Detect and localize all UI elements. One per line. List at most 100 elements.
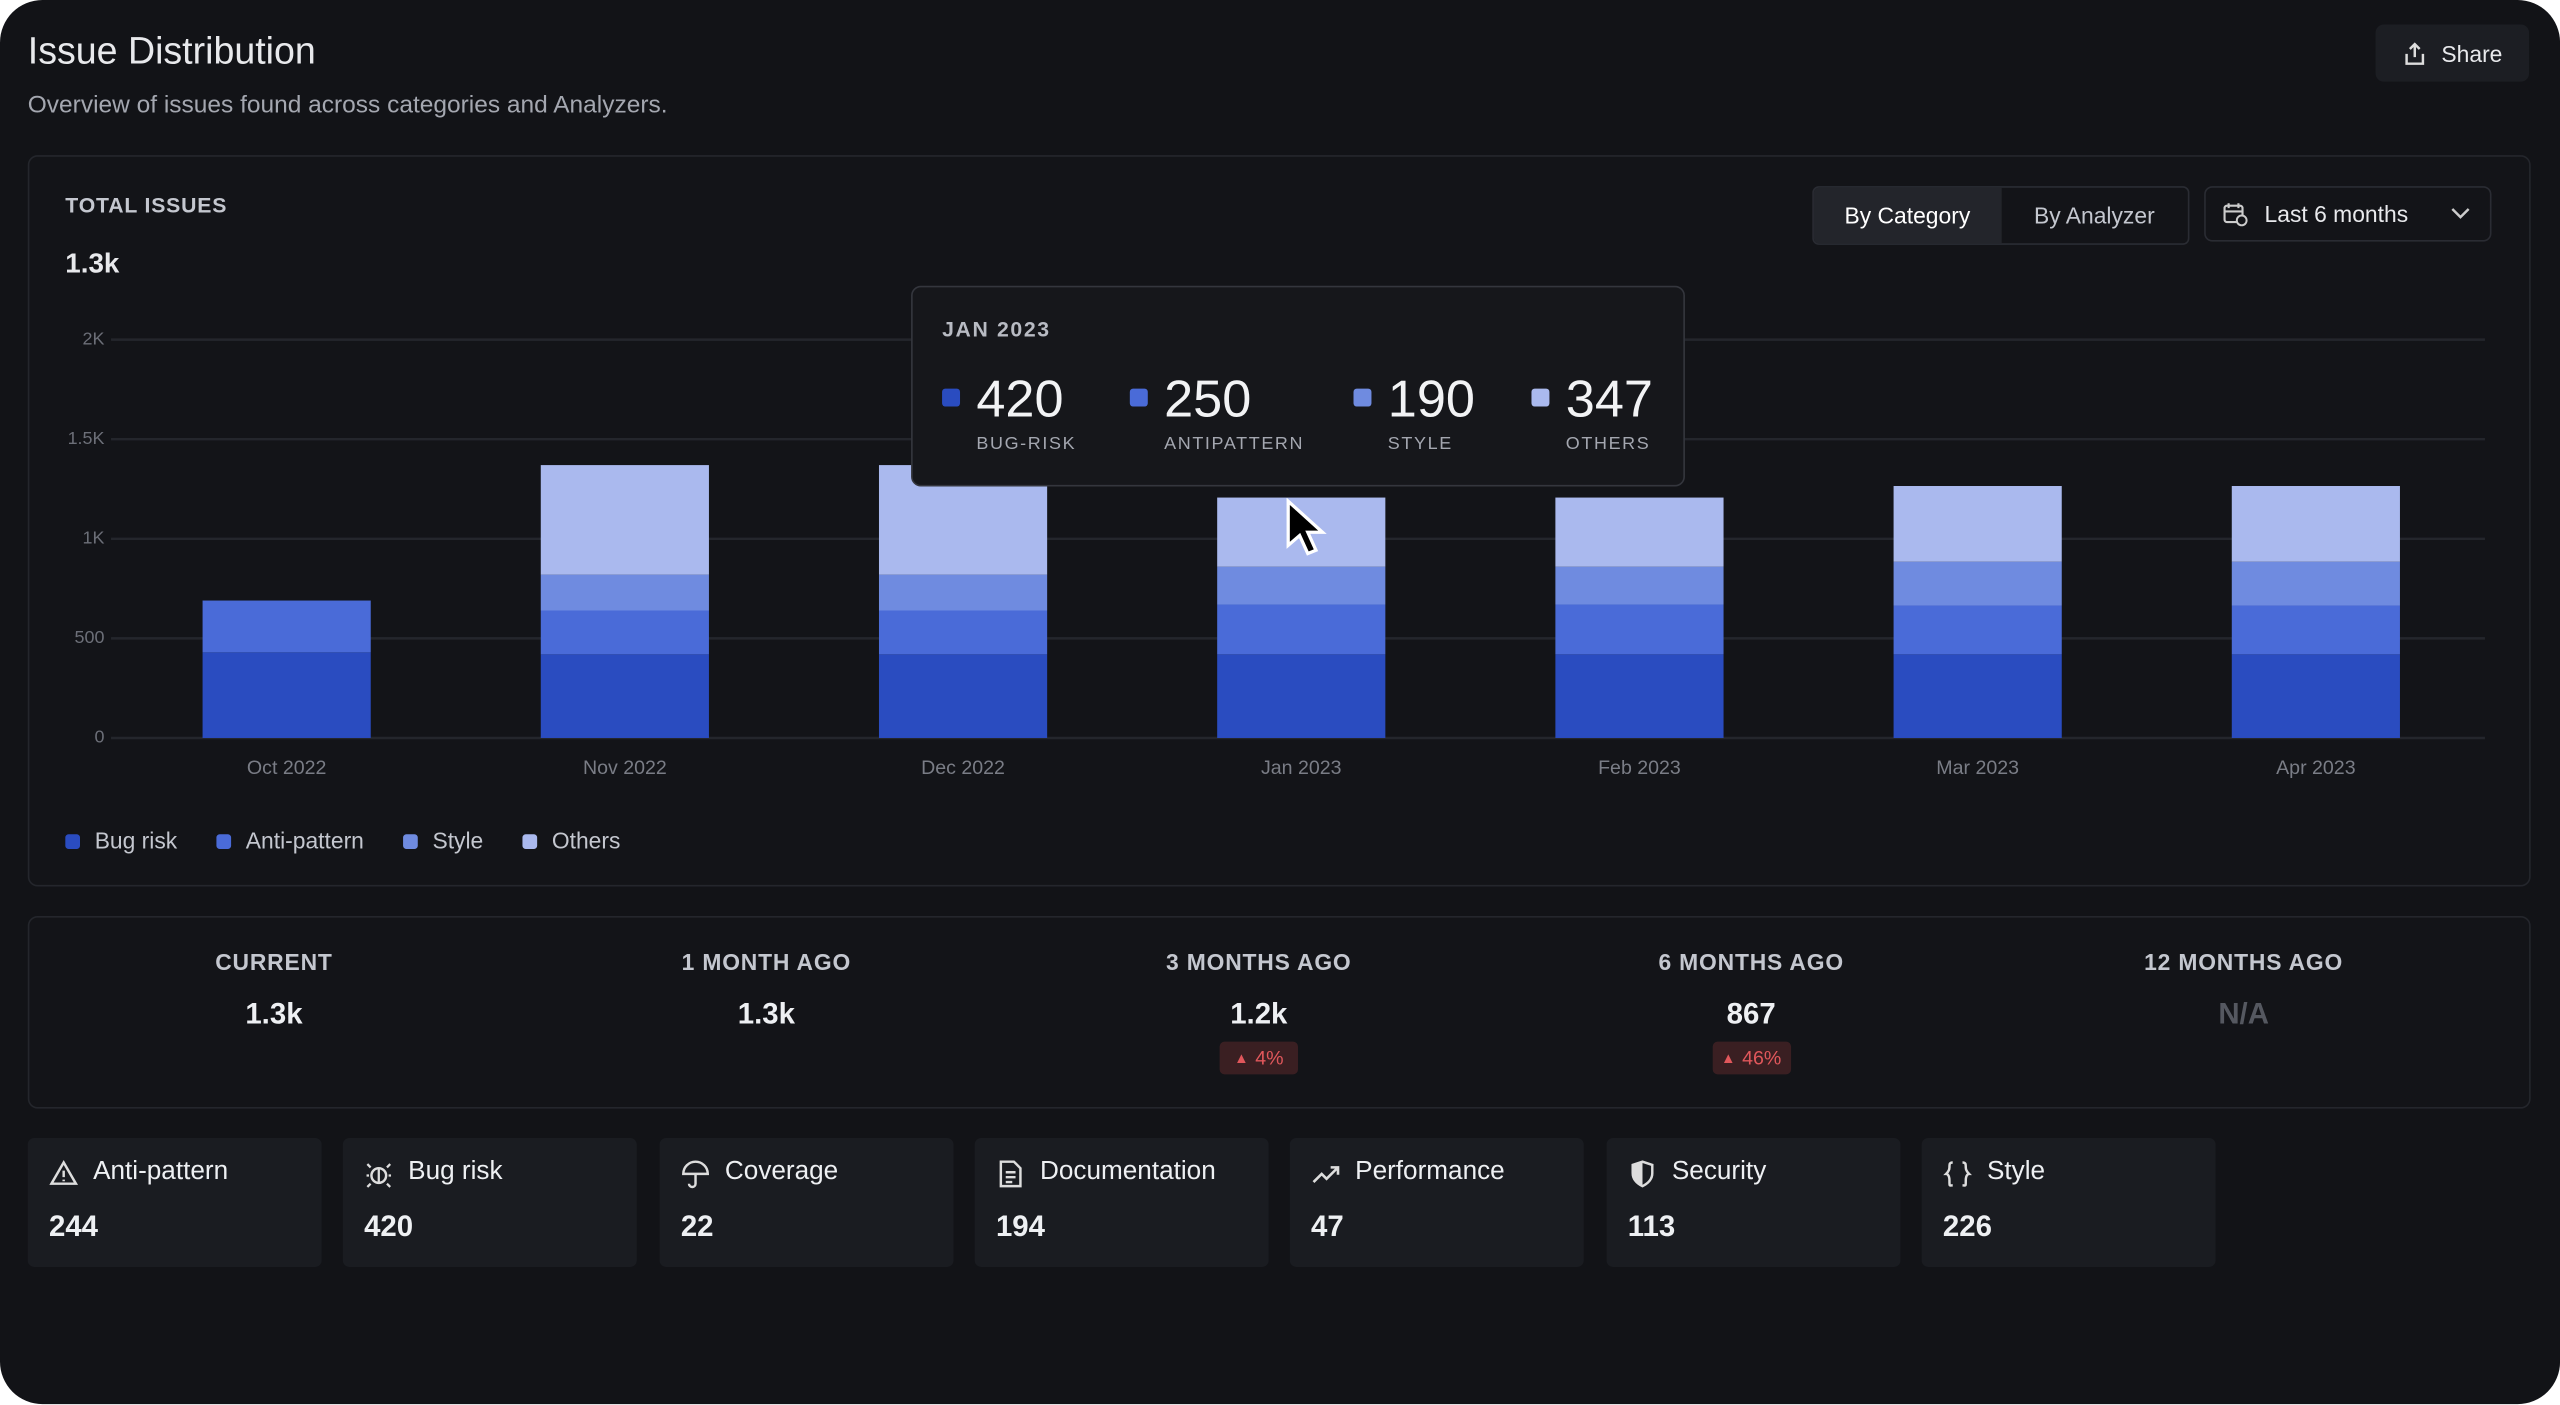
bar-segment [878, 654, 1048, 738]
category-card[interactable]: Performance 47 [1289, 1137, 1584, 1267]
bar-segment [2231, 486, 2400, 562]
bar-segment [1217, 566, 1386, 605]
history-change: ▲ 4% [1219, 1041, 1298, 1075]
total-label: TOTAL ISSUES [65, 192, 228, 218]
bar-segment [878, 610, 1048, 655]
x-tick-label: Feb 2023 [1598, 757, 1681, 779]
tooltip-value: 190 [1387, 368, 1475, 428]
range-label: Last 6 months [2264, 200, 2409, 227]
bar-segment [540, 465, 709, 575]
bar-segment [1555, 497, 1724, 567]
tooltip-swatch [1531, 388, 1550, 407]
bar-segment [1217, 604, 1386, 655]
x-tick-label: Oct 2022 [247, 757, 326, 779]
y-tick-label: 0 [95, 727, 105, 747]
change-text: 46% [1742, 1046, 1782, 1070]
tooltip-swatch [1353, 388, 1372, 407]
category-icon [1943, 1161, 1972, 1187]
cursor [1286, 497, 1327, 556]
view-toggle: By Category By Analyzer [1812, 186, 2190, 245]
category-count: 194 [995, 1209, 1046, 1243]
bar-segment [2231, 605, 2400, 655]
bar-segment [202, 652, 371, 738]
bar-segment [1893, 654, 2062, 738]
range-select[interactable]: Last 6 months [2204, 186, 2492, 242]
bar-segment [1893, 486, 2062, 562]
view-tab[interactable]: By Category [1813, 187, 2001, 244]
legend-swatch [216, 834, 232, 850]
category-card[interactable]: Coverage 22 [659, 1137, 954, 1267]
bar-segment [1893, 605, 2062, 655]
history-value: 1.3k [737, 997, 795, 1031]
category-name: Bug risk [408, 1157, 503, 1186]
up-arrow: ▲ [1721, 1049, 1736, 1067]
history-label: 3 MONTHS AGO [1166, 948, 1352, 975]
x-tick-label: Apr 2023 [2276, 757, 2356, 779]
bar-segment [202, 600, 371, 653]
tooltip: JAN 2023 420 BUG-RISK 250 ANTIPATTERN 190 STY… [911, 285, 1685, 487]
category-card[interactable]: Style 226 [1921, 1137, 2216, 1267]
tooltip-label: BUG-RISK [976, 434, 1077, 454]
view-tab[interactable]: By Analyzer [2033, 202, 2155, 229]
bar-segment [540, 654, 709, 738]
tooltip-value: 347 [1565, 368, 1653, 428]
bar-segment [1217, 654, 1386, 738]
tooltip-label: OTHERS [1565, 434, 1651, 454]
page-subtitle: Overview of issues found across categori… [27, 91, 668, 120]
y-tick-label: 2K [83, 328, 105, 348]
share-icon [2405, 41, 2425, 65]
legend-label: Others [552, 828, 621, 854]
history-value: 1.2k [1230, 997, 1288, 1031]
category-card[interactable]: Security 113 [1606, 1137, 1901, 1267]
bar-segment [540, 610, 709, 655]
legend-swatch [522, 834, 538, 850]
category-icon [366, 1163, 392, 1188]
category-name: Documentation [1040, 1157, 1216, 1186]
tooltip-value: 420 [976, 368, 1064, 428]
tooltip-swatch [942, 388, 961, 407]
change-text: 4% [1255, 1046, 1284, 1070]
history-label: CURRENT [215, 948, 333, 975]
category-name: Performance [1355, 1157, 1505, 1186]
bar-segment [1555, 604, 1724, 655]
tooltip-swatch [1129, 388, 1148, 407]
tooltip-label: STYLE [1387, 434, 1453, 454]
bar-segment [2231, 561, 2400, 606]
bar-segment [1555, 566, 1724, 605]
bar-segment [878, 574, 1048, 611]
legend-label: Anti-pattern [246, 828, 364, 854]
category-name: Style [1986, 1157, 2046, 1186]
history-change: ▲ 46% [1712, 1041, 1791, 1075]
bar-segment [1555, 654, 1724, 738]
chart: 0 500 1K 1.5K 2K Oct 2022 Nov 2022 Dec 2022 Jan … [65, 328, 2485, 854]
category-count: 47 [1311, 1209, 1344, 1243]
category-name: Coverage [724, 1157, 839, 1186]
category-icon [682, 1160, 710, 1189]
category-count: 22 [680, 1209, 714, 1243]
history-panel [27, 915, 2531, 1109]
bar-segment [1893, 561, 2062, 606]
x-tick-label: Nov 2022 [583, 757, 667, 779]
tooltip-value: 250 [1164, 368, 1252, 428]
history-label: 6 MONTHS AGO [1658, 948, 1844, 975]
chevron [2451, 208, 2470, 219]
history-label: 1 MONTH AGO [681, 948, 852, 975]
category-icon [999, 1160, 1022, 1188]
tooltip-title: JAN 2023 [942, 316, 1051, 342]
x-tick-label: Jan 2023 [1261, 757, 1342, 779]
history-value: 867 [1726, 997, 1776, 1031]
legend-swatch [65, 834, 81, 850]
history-value: N/A [2218, 997, 2269, 1031]
share-button[interactable]: Share [2375, 24, 2530, 82]
y-tick-label: 1K [83, 528, 105, 548]
calendar-icon [2223, 203, 2248, 227]
page-title: Issue Distribution [27, 29, 316, 72]
category-card[interactable]: Anti-pattern 244 [27, 1137, 322, 1267]
y-tick-label: 1.5K [68, 428, 105, 448]
category-card[interactable]: Documentation 194 [974, 1137, 1269, 1267]
up-arrow: ▲ [1234, 1049, 1249, 1067]
category-icon [1312, 1166, 1340, 1183]
history-label: 12 MONTHS AGO [2144, 948, 2344, 975]
category-card[interactable]: Bug risk 420 [342, 1137, 637, 1267]
